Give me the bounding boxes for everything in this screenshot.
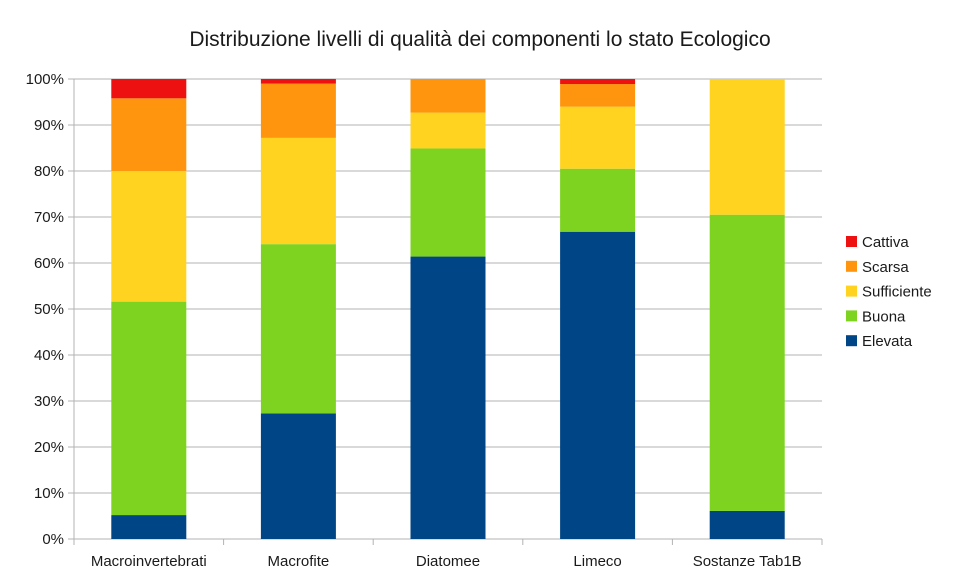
legend-label: Scarsa [862, 259, 909, 276]
bar-segment-cattiva [111, 79, 187, 99]
bar-segment-elevata [410, 256, 486, 539]
bar-segment-buona [410, 148, 486, 257]
bar-segment-scarsa [260, 83, 336, 138]
bar-segment-sufficiente [111, 171, 187, 302]
bar-segment-scarsa [111, 98, 187, 171]
legend-label: Cattiva [862, 234, 909, 251]
x-tick-label: Macrofite [268, 553, 330, 570]
bars [111, 79, 785, 539]
y-tick-label: 10% [34, 485, 64, 502]
bar-segment-sufficiente [560, 106, 636, 169]
y-tick-label: 60% [34, 255, 64, 272]
bar-segment-cattiva [260, 79, 336, 84]
legend-swatch [846, 310, 857, 322]
chart-title: Distribuzione livelli di qualità dei com… [189, 28, 770, 51]
x-tick-label: Sostanze Tab1B [693, 553, 802, 570]
y-tick-label: 0% [42, 531, 64, 548]
y-tick-label: 90% [34, 117, 64, 134]
y-tick-label: 40% [34, 347, 64, 364]
bar-segment-buona [560, 168, 636, 232]
legend-label: Sufficiente [862, 284, 932, 301]
legend-swatch [846, 335, 857, 347]
bar-segment-scarsa [560, 84, 636, 107]
legend-label: Elevata [862, 333, 913, 350]
bar-segment-sufficiente [260, 137, 336, 245]
legend-swatch [846, 285, 857, 297]
bar-segment-cattiva [560, 79, 636, 85]
bar-segment-sufficiente [709, 79, 785, 215]
bar-segment-buona [260, 244, 336, 414]
bar-segment-elevata [560, 231, 636, 539]
y-tick-label: 30% [34, 393, 64, 410]
y-tick-label: 20% [34, 439, 64, 456]
x-tick-label: Limeco [573, 553, 621, 570]
bar-segment-elevata [111, 515, 187, 539]
y-axis-ticks: 0% 10% 20% 30% 40% 50% 60% 70% 80% 90% 100% [26, 71, 64, 548]
bar-segment-sufficiente [410, 112, 486, 149]
bar-segment-buona [111, 301, 187, 516]
y-tick-label: 70% [34, 209, 64, 226]
x-axis-ticks: Macroinvertebrati Macrofite Diatomee Limeco… [91, 553, 802, 570]
x-tick-label: Macroinvertebrati [91, 553, 207, 570]
bar-segment-elevata [260, 413, 336, 539]
y-tick-label: 100% [26, 71, 64, 88]
axes [73, 79, 823, 545]
bar-segment-scarsa [410, 79, 486, 113]
bar-segment-elevata [709, 510, 785, 539]
y-tick-label: 50% [34, 301, 64, 318]
legend: Cattiva Scarsa Sufficiente Buona Elevata [846, 234, 932, 350]
legend-label: Buona [862, 308, 906, 325]
y-tick-label: 80% [34, 163, 64, 180]
legend-swatch [846, 236, 857, 247]
bar-segment-buona [709, 214, 785, 511]
legend-swatch [846, 260, 857, 272]
x-tick-label: Diatomee [416, 553, 480, 570]
